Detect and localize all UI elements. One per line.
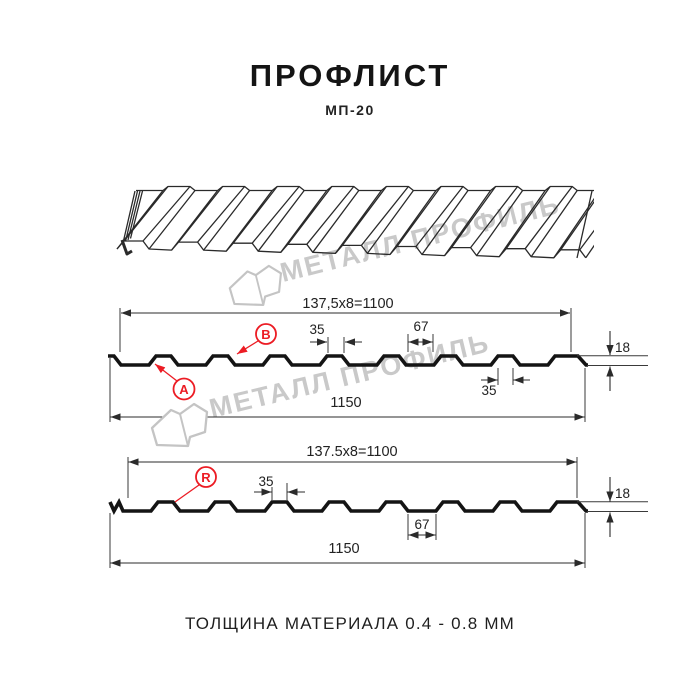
dim-overall-1: 1150 bbox=[330, 395, 361, 411]
label-r-text: R bbox=[201, 470, 211, 485]
dim-height-1: 18 bbox=[615, 340, 630, 355]
page-header: ПРОФЛИСТ МП-20 bbox=[0, 58, 700, 118]
watermark-upper: МЕТАЛЛ ПРОФИЛЬ bbox=[277, 189, 563, 288]
profile-sheet-3d-view bbox=[116, 185, 594, 259]
dim-height-2: 18 bbox=[615, 486, 630, 501]
dim-valley-1: 67 bbox=[413, 319, 428, 334]
callout-a: A bbox=[154, 363, 196, 401]
watermark-logo-lower bbox=[150, 402, 209, 448]
dim-valley-2: 67 bbox=[414, 517, 429, 532]
label-r-circle bbox=[195, 466, 217, 488]
label-b-text: B bbox=[261, 327, 270, 342]
watermark-text: МЕТАЛЛ ПРОФИЛЬ bbox=[277, 189, 563, 288]
dimension-lines-2 bbox=[110, 458, 614, 567]
watermark-logo-upper bbox=[228, 264, 283, 306]
cross-section-2: 137.5x8=1100 35 67 18 1150 bbox=[108, 444, 648, 568]
page-title: ПРОФЛИСТ bbox=[249, 58, 451, 93]
dim-coverage-1: 137,5x8=1100 bbox=[302, 296, 393, 312]
dim-overall-2: 1150 bbox=[328, 541, 359, 557]
label-a-circle bbox=[172, 377, 196, 401]
label-a-text: A bbox=[179, 382, 189, 397]
dim-crest-bottom-1: 35 bbox=[481, 383, 496, 398]
thickness-note: ТОЛЩИНА МАТЕРИАЛА 0.4 - 0.8 ММ bbox=[184, 614, 516, 633]
dim-crest-top-2: 35 bbox=[258, 474, 273, 489]
extension-lines-2 bbox=[109, 457, 648, 568]
dim-coverage-2: 137.5x8=1100 bbox=[306, 444, 397, 460]
extension-lines-1 bbox=[109, 308, 648, 422]
dim-crest-top-1: 35 bbox=[309, 322, 324, 337]
profile-outline-2 bbox=[108, 497, 588, 516]
profile-outline-1 bbox=[108, 354, 588, 367]
callout-b: B bbox=[236, 323, 277, 355]
callout-r: R bbox=[174, 466, 217, 503]
profile-model-subtitle: МП-20 bbox=[325, 102, 375, 118]
label-b-circle bbox=[255, 323, 277, 345]
cross-section-1: 137,5x8=1100 35 67 18 35 1150 bbox=[108, 296, 648, 422]
